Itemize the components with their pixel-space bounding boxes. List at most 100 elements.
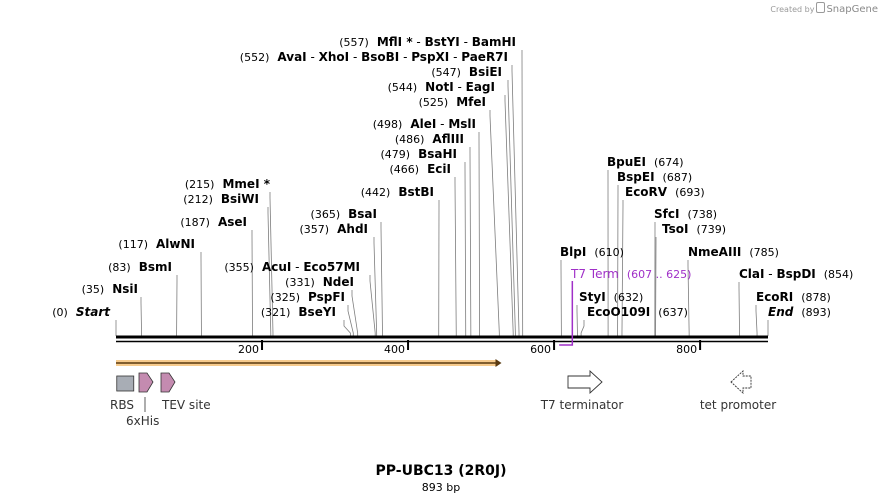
site-name: BsiEI: [469, 65, 502, 79]
site-line-ecori: [755, 305, 758, 336]
site-name: MmeI *: [222, 177, 270, 191]
site-position: (552): [240, 51, 270, 64]
site-label-bsmi[interactable]: (83) BsmI: [108, 260, 172, 274]
site-separator: -: [764, 267, 776, 281]
orf-arrow[interactable]: [116, 359, 502, 367]
site-line-bsahi: [464, 162, 467, 336]
site-line-bsiei: [507, 80, 516, 336]
site-position: (0): [52, 306, 68, 319]
site-line-acui: [369, 275, 376, 336]
site-name: Eco57MI: [303, 260, 360, 274]
site-line-avai: [511, 65, 520, 336]
site-label-nsii[interactable]: (35) NsiI: [82, 282, 138, 296]
site-label-end[interactable]: End (893): [768, 305, 831, 319]
site-label-bpuei[interactable]: BpuEI (674): [607, 155, 684, 169]
site-label-alei[interactable]: (498) AleI - MslI: [373, 117, 476, 131]
site-label-bspei[interactable]: BspEI (687): [617, 170, 692, 184]
site-label-blpi[interactable]: BlpI (610): [560, 245, 624, 259]
site-label-eco0109i[interactable]: EcoO109I (637): [587, 305, 688, 319]
site-line-bsai: [380, 222, 383, 336]
site-label-bsahi[interactable]: (479) BsaHI: [381, 147, 458, 161]
site-line-clai: [738, 282, 740, 336]
site-name: MflI *: [377, 35, 413, 49]
site-name: AvaI: [277, 50, 306, 64]
site-label-nmeaiii[interactable]: NmeAIII (785): [688, 245, 779, 259]
site-position: (498): [373, 118, 403, 131]
primer-t7-term[interactable]: T7 Term (607 .. 625): [559, 267, 691, 346]
site-position: (878): [801, 291, 831, 304]
site-label-ahdi[interactable]: (357) AhdI: [300, 222, 368, 236]
site-label-start[interactable]: (0) Start: [52, 305, 111, 319]
primer-label[interactable]: T7 Term (607 .. 625): [570, 267, 691, 281]
site-position: (525): [419, 96, 449, 109]
site-name: AlwNI: [156, 237, 195, 251]
site-position: (486): [395, 133, 425, 146]
site-name: SfcI: [654, 207, 679, 221]
feature-rbs[interactable]: RBS: [110, 375, 135, 412]
feature-his[interactable]: 6xHis: [126, 372, 159, 428]
site-name: BsoBI: [361, 50, 399, 64]
site-position: (632): [614, 291, 644, 304]
site-label-bsiwi[interactable]: (212) BsiWI: [183, 192, 259, 206]
site-position: (212): [183, 193, 213, 206]
ruler-tick-label: 800: [676, 343, 697, 356]
site-position: (637): [658, 306, 688, 319]
site-label-avai[interactable]: (552) AvaI - XhoI - BsoBI - PspXI - PaeR7…: [240, 50, 508, 64]
site-position: (893): [801, 306, 831, 319]
feature-label: RBS: [110, 398, 134, 412]
feature-tev[interactable]: TEV site: [160, 372, 211, 412]
site-label-alwni[interactable]: (117) AlwNI: [118, 237, 195, 251]
site-label-acui[interactable]: (355) AcuI - Eco57MI: [224, 260, 360, 274]
site-position: (325): [270, 291, 300, 304]
site-label-ndei[interactable]: (331) NdeI: [285, 275, 354, 289]
site-label-ecori[interactable]: EcoRI (878): [756, 290, 831, 304]
site-position: (321): [261, 306, 291, 319]
site-label-sfci[interactable]: SfcI (738): [654, 207, 717, 221]
site-line-ahdi: [373, 237, 378, 336]
site-label-bsai[interactable]: (365) BsaI: [311, 207, 377, 221]
site-label-mlui[interactable]: (557) MflI * - BstYI - BamHI: [339, 35, 516, 49]
site-position: (357): [300, 223, 330, 236]
site-separator: -: [454, 80, 466, 94]
site-name: BspEI: [617, 170, 655, 184]
site-label-ecorv[interactable]: EcoRV (693): [625, 185, 705, 199]
feature-label: tet promoter: [700, 398, 776, 412]
site-position: (674): [654, 156, 684, 169]
primer-bar[interactable]: [559, 281, 574, 346]
site-label-mmei[interactable]: (215) MmeI *: [185, 177, 271, 191]
site-label-mfei[interactable]: (525) MfeI: [419, 95, 486, 109]
site-line-mlui: [521, 50, 524, 336]
site-label-styi[interactable]: StyI (632): [579, 290, 643, 304]
site-label-asei[interactable]: (187) AseI: [180, 215, 247, 229]
site-label-noti[interactable]: (544) NotI - EagI: [388, 80, 495, 94]
site-label-clai[interactable]: ClaI - BspDI (854): [739, 267, 853, 281]
site-name: PaeR7I: [461, 50, 508, 64]
site-name: NsiI: [112, 282, 138, 296]
feature-t7term[interactable]: T7 terminator: [540, 369, 624, 412]
site-label-pspfi[interactable]: (325) PspFI: [270, 290, 345, 304]
site-position: (687): [663, 171, 693, 184]
site-label-tsoi[interactable]: TsoI (739): [662, 222, 726, 236]
site-name: EcoO109I: [587, 305, 650, 319]
primer-range: (607 .. 625): [627, 268, 692, 281]
site-position: (738): [687, 208, 717, 221]
site-name: ClaI: [739, 267, 764, 281]
site-position: (739): [696, 223, 726, 236]
site-label-afliii[interactable]: (486) AflIII: [395, 132, 464, 146]
feature-tetp[interactable]: tet promoter: [700, 369, 776, 412]
site-separator: -: [399, 50, 411, 64]
site-name: AflIII: [432, 132, 464, 146]
site-name: BspDI: [776, 267, 815, 281]
site-position: (785): [749, 246, 779, 259]
site-position: (466): [390, 163, 420, 176]
site-label-ecii[interactable]: (466) EciI: [390, 162, 451, 176]
site-line-mfei: [489, 110, 500, 336]
site-line-asei: [251, 230, 253, 336]
site-name: EciI: [427, 162, 451, 176]
site-label-bstbi[interactable]: (442) BstBI: [361, 185, 434, 199]
site-name: AhdI: [337, 222, 368, 236]
feature-label: TEV site: [161, 398, 211, 412]
site-line-ecii: [454, 177, 457, 336]
site-label-bsiei[interactable]: (547) BsiEI: [431, 65, 502, 79]
site-label-bseyi[interactable]: (321) BseYI: [261, 305, 336, 319]
